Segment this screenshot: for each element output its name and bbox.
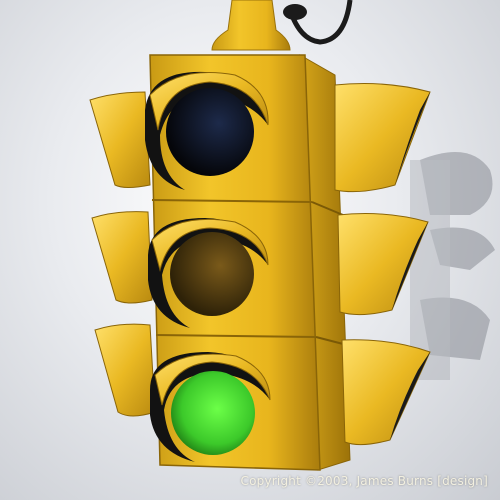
left-visor-top (89, 91, 151, 188)
lens-middle (170, 232, 254, 316)
wall-shadow (410, 152, 495, 380)
cable-clamp (283, 4, 307, 20)
section-divider (151, 199, 313, 203)
bottom-lamp (150, 352, 271, 462)
middle-lamp (148, 218, 269, 328)
section-divider (155, 334, 317, 338)
top-mount (211, 0, 291, 51)
lens-bottom-green (171, 371, 255, 455)
lens-top (166, 88, 254, 176)
right-visor-middle (337, 213, 429, 316)
power-cable (287, 0, 353, 45)
left-visor-bottom (94, 323, 156, 417)
copyright-caption: Copyright ©2003, James Burns [design] (240, 474, 488, 488)
right-visor-top (334, 83, 431, 193)
left-visor-middle (91, 211, 153, 304)
top-lamp (145, 71, 269, 190)
right-visor-bottom (341, 339, 431, 446)
